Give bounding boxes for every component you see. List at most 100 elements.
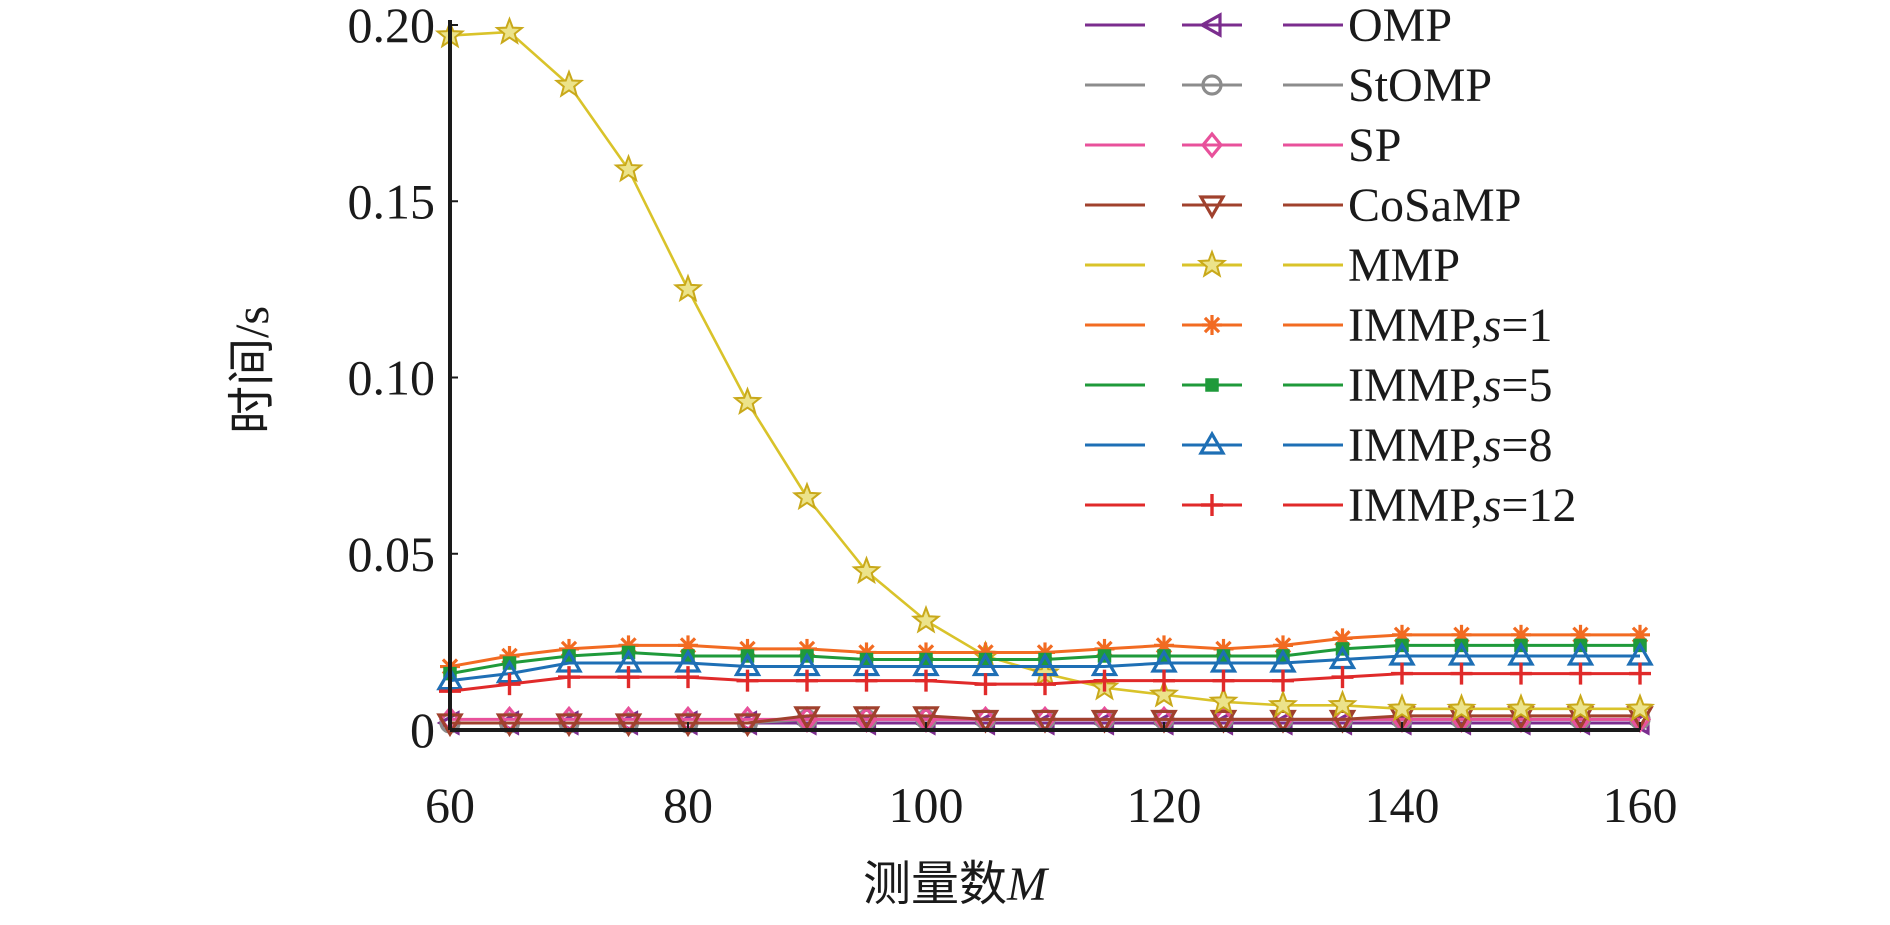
y-tick-label-0: 0: [410, 702, 435, 758]
legend-entry-immp-s-8: IMMP,s=8: [1085, 419, 1552, 472]
data-point-cosamp-90: [793, 706, 821, 731]
data-point-mmp-80: [672, 273, 704, 303]
y-tick-label-4: 0.20: [348, 0, 436, 53]
legend-entry-immp-s-1: IMMP,s=1: [1085, 299, 1552, 352]
data-point-cosamp-115: [1090, 709, 1119, 734]
data-point-mmp-90: [791, 481, 823, 511]
data-point-immp-s-12-155: [1569, 662, 1592, 685]
data-point-immp-s-8-140: [1388, 641, 1416, 666]
legend-label-sp: SP: [1348, 119, 1401, 172]
data-point-immp-s-12-140: [1391, 662, 1413, 685]
legend-marker-immp-s-1: [1202, 315, 1222, 335]
data-point-mmp-95: [851, 555, 882, 585]
series-line-cosamp: [450, 714, 1640, 725]
data-point-cosamp-95: [852, 706, 881, 731]
data-point-immp-s-12-150: [1510, 662, 1532, 685]
legend-marker-sp: [1200, 131, 1224, 159]
data-point-mmp-150: [1505, 693, 1537, 722]
legend-entry-cosamp: CoSaMP: [1085, 179, 1521, 232]
data-point-immp-s-8-155: [1566, 641, 1595, 666]
data-point-immp-s-12-100: [915, 669, 937, 692]
data-point-cosamp-70: [555, 713, 583, 738]
data-point-cosamp-85: [733, 713, 762, 738]
data-point-immp-s-12-95: [855, 669, 878, 692]
data-point-cosamp-110: [1031, 709, 1059, 734]
legend-label-immp-s-12: IMMP,s=12: [1348, 479, 1576, 532]
axes-layer: [448, 20, 1640, 732]
data-point-cosamp-75: [614, 713, 643, 738]
legend-label-omp: OMP: [1348, 0, 1452, 52]
data-point-mmp-120: [1148, 678, 1180, 708]
legend-label-immp-s-5: IMMP,s=5: [1348, 359, 1552, 412]
legend-entry-omp: OMP: [1085, 0, 1452, 52]
data-point-immp-s-12-115: [1093, 669, 1116, 692]
series-immp-s-12: [439, 662, 1651, 703]
x-tick-label-120: 120: [1127, 777, 1202, 833]
series-line-immp-s-8: [449, 654, 1640, 683]
data-point-immp-s-12-75: [617, 666, 640, 689]
legend-entry-sp: SP: [1085, 119, 1401, 172]
legend-marker-stomp: [1201, 74, 1223, 96]
data-point-immp-s-12-65: [498, 673, 521, 696]
data-point-immp-s-8-145: [1447, 641, 1476, 666]
data-point-immp-s-12-160: [1629, 662, 1651, 685]
legend-label-immp-s-8: IMMP,s=8: [1348, 419, 1552, 472]
y-tick-label-2: 0.10: [348, 350, 436, 406]
y-tick-label-3: 0.15: [348, 173, 436, 229]
data-point-immp-s-12-120: [1153, 669, 1175, 692]
data-point-cosamp-105: [971, 709, 1000, 734]
data-point-mmp-130: [1267, 689, 1299, 719]
legend-marker-immp-s-5: [1205, 378, 1219, 392]
data-point-mmp-135: [1327, 689, 1358, 719]
series-layer: [434, 16, 1656, 738]
data-point-immp-s-12-90: [796, 669, 818, 692]
data-point-immp-s-12-110: [1034, 673, 1056, 696]
legend-label-immp-s-1: IMMP,s=1: [1348, 299, 1552, 352]
data-point-mmp-125: [1208, 685, 1239, 715]
y-axis-title: 时间/s: [226, 306, 279, 434]
legend-entry-immp-s-5: IMMP,s=5: [1085, 359, 1552, 412]
data-point-immp-s-12-105: [974, 673, 997, 696]
data-point-immp-s-8-150: [1507, 641, 1535, 666]
data-point-cosamp-80: [674, 713, 702, 738]
data-point-cosamp-125: [1209, 709, 1238, 734]
data-point-immp-s-12-145: [1450, 662, 1473, 685]
legend-marker-immp-s-12: [1201, 494, 1223, 516]
data-point-cosamp-100: [912, 706, 940, 731]
legend-label-mmp: MMP: [1348, 239, 1460, 292]
data-point-mmp-70: [553, 69, 585, 98]
legend-marker-mmp: [1196, 249, 1228, 278]
data-point-immp-s-12-125: [1212, 669, 1235, 692]
data-point-mmp-85: [732, 386, 763, 415]
data-point-immp-s-12-130: [1272, 669, 1294, 692]
y-tick-label-1: 0.05: [348, 526, 436, 582]
data-point-immp-s-12-80: [677, 666, 699, 689]
data-point-cosamp-65: [495, 713, 524, 738]
legend-label-stomp: StOMP: [1348, 59, 1492, 112]
data-point-mmp-65: [494, 16, 525, 45]
data-point-cosamp-120: [1150, 709, 1178, 734]
data-point-mmp-100: [910, 604, 942, 634]
x-tick-label-160: 160: [1603, 777, 1678, 833]
data-point-mmp-75: [613, 153, 644, 183]
ticks-layer: 60 80 100 120 140 160 0 0.05 0.10 0.15 0.20: [348, 0, 1678, 833]
data-point-immp-s-8-160: [1626, 641, 1654, 666]
legend-marker-cosamp: [1198, 195, 1226, 220]
data-point-mmp-145: [1446, 693, 1477, 722]
data-point-immp-s-12-70: [558, 666, 580, 689]
data-point-mmp-140: [1386, 693, 1418, 722]
x-tick-label-100: 100: [889, 777, 964, 833]
x-tick-label-60: 60: [425, 777, 475, 833]
x-tick-label-80: 80: [663, 777, 713, 833]
x-axis-title-variable: M: [1006, 858, 1050, 911]
legend: OMP StOMP SP CoSaMP MMP IMMP,s=1 IMMP,s=5 IMMP,…: [1085, 0, 1576, 532]
data-point-mmp-160: [1624, 693, 1656, 722]
data-point-immp-s-12-85: [736, 669, 759, 692]
x-axis-title: 测量数M: [863, 858, 1050, 911]
data-point-immp-s-12-135: [1331, 666, 1354, 689]
legend-marker-immp-s-8: [1198, 430, 1226, 455]
legend-marker-omp: [1198, 12, 1222, 38]
data-point-mmp-155: [1565, 693, 1596, 722]
legend-label-cosamp: CoSaMP: [1348, 179, 1521, 232]
